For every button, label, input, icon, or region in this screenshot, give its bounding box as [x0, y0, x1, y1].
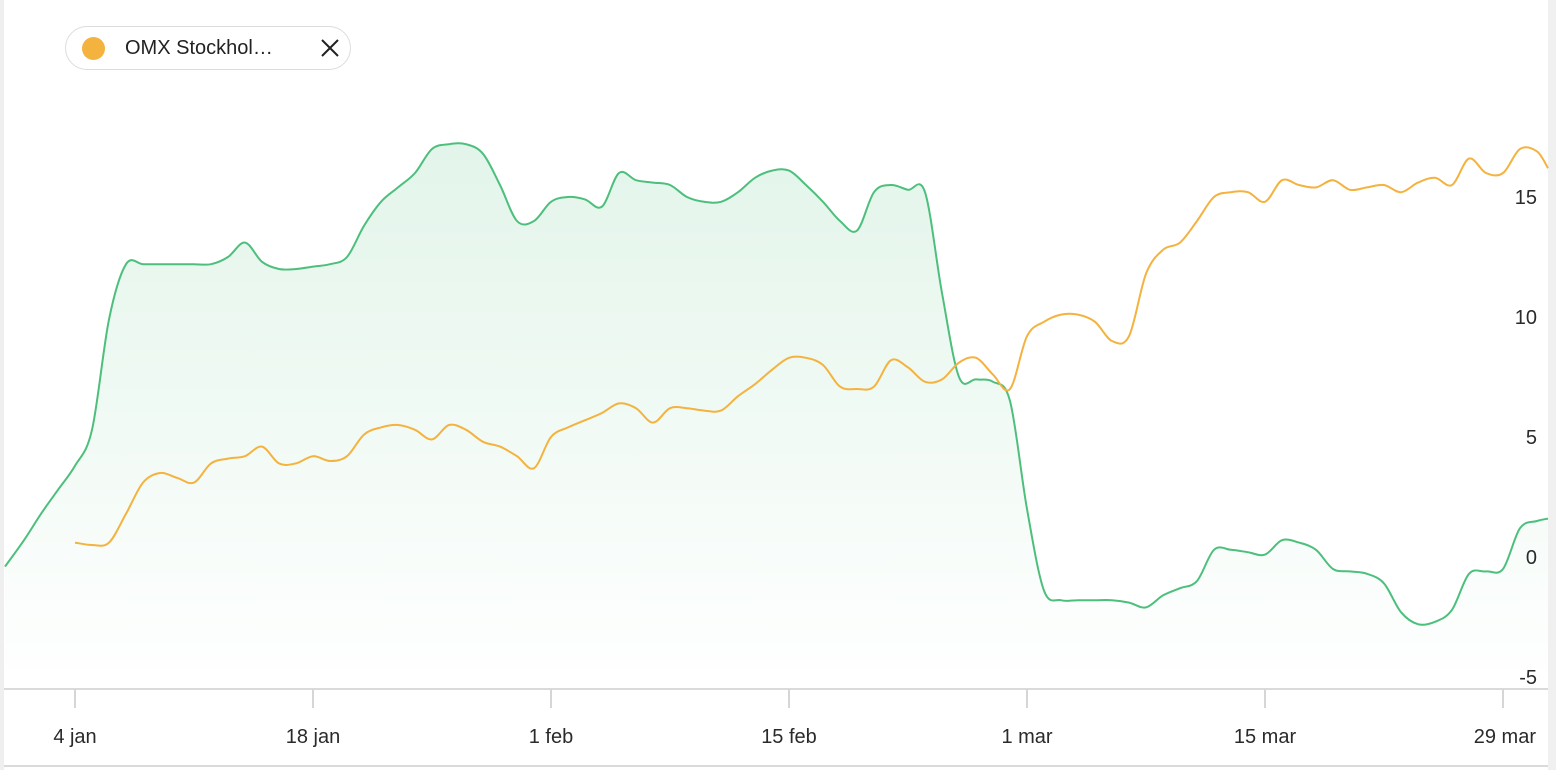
- y-tick-label: 0: [1526, 547, 1537, 569]
- left-border: [0, 0, 4, 770]
- series-0-line: [4, 142, 1549, 626]
- y-tick-label: 5: [1526, 427, 1537, 449]
- x-tick-label: 15 mar: [1234, 726, 1297, 748]
- series-1-line: [74, 146, 1549, 547]
- x-tick-label: 4 jan: [53, 726, 96, 748]
- series-color-dot: [82, 36, 105, 60]
- legend-chip[interactable]: OMX Stockhol…: [65, 26, 351, 70]
- legend-label: OMX Stockhol…: [125, 36, 273, 59]
- x-tick-label: 15 feb: [761, 726, 817, 748]
- x-tick-label: 1 mar: [1001, 726, 1052, 748]
- x-tick-label: 18 jan: [286, 726, 341, 748]
- y-axis: 15 10 5 0 -5: [1515, 187, 1537, 689]
- y-tick-label: 10: [1515, 307, 1537, 329]
- series-0-area: [5, 143, 1548, 688]
- x-tick-label: 29 mar: [1474, 726, 1537, 748]
- close-icon[interactable]: [319, 37, 341, 59]
- x-tick-label: 1 feb: [529, 726, 573, 748]
- y-tick-label: 15: [1515, 187, 1537, 209]
- y-tick-label: -5: [1519, 667, 1537, 689]
- x-axis: 4 jan 18 jan 1 feb 15 feb 1 mar 15 mar 29 mar: [53, 689, 1536, 748]
- right-border: [1548, 0, 1556, 770]
- series-layer: [4, 142, 1549, 688]
